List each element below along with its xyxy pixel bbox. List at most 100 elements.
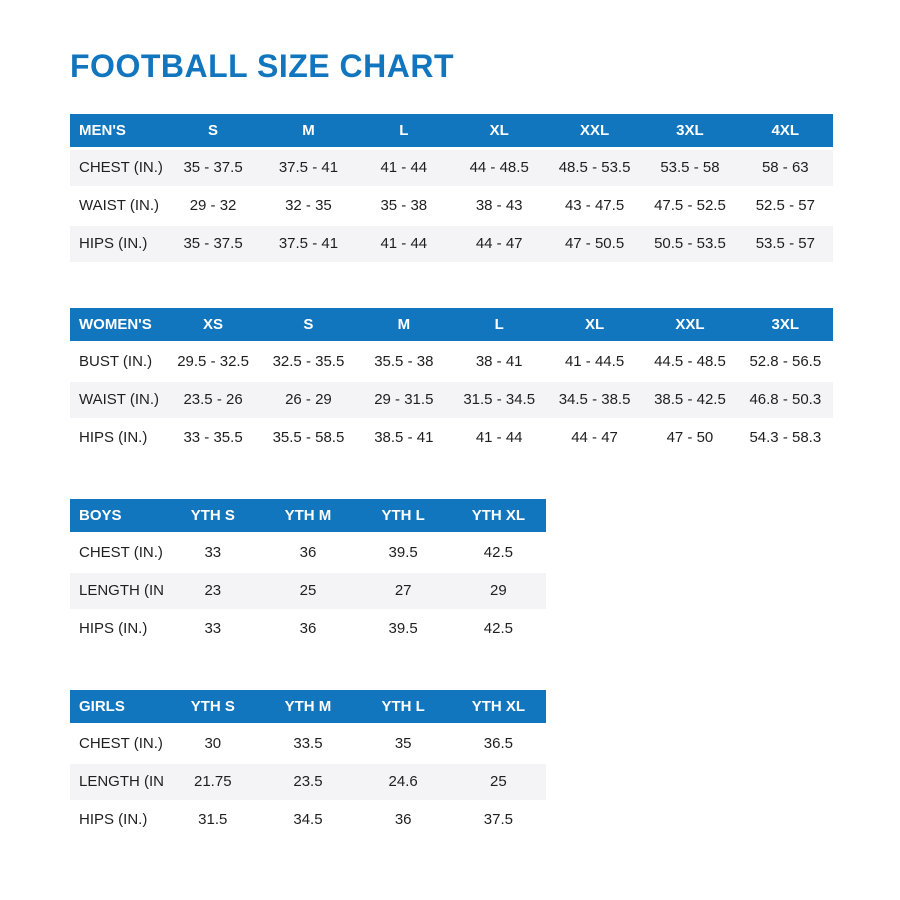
- cell-value: 48.5 - 53.5: [546, 148, 643, 188]
- cell-value: 44 - 47: [451, 224, 547, 264]
- cell-value: 29.5 - 32.5: [165, 342, 261, 382]
- cell-value: 53.5 - 57: [737, 224, 833, 264]
- cell-value: 35 - 38: [356, 186, 452, 226]
- cell-value: 33: [165, 533, 261, 573]
- row-label: LENGTH (IN.): [70, 571, 166, 611]
- girls-header-group-label: GIRLS: [70, 689, 166, 726]
- girls-header-size-yth-m: YTH M: [260, 689, 356, 726]
- womens-size-table: WOMEN'S XS S M L XL XXL 3XL BUST (IN.) 2…: [70, 307, 833, 458]
- page-title: FOOTBALL SIZE CHART: [70, 48, 454, 84]
- cell-value: 34.5: [260, 800, 356, 840]
- mens-size-table: MEN'S S M L XL XXL 3XL 4XL CHEST (IN.) 3…: [70, 113, 833, 264]
- cell-value: 35.5 - 38: [356, 342, 452, 382]
- cell-value: 29: [450, 571, 546, 611]
- womens-header-size-xs: XS: [165, 307, 261, 344]
- cell-value: 33 - 35.5: [165, 418, 261, 458]
- cell-value: 31.5 - 34.5: [451, 380, 547, 420]
- cell-value: 30: [165, 724, 261, 764]
- cell-value: 41 - 44: [451, 418, 547, 458]
- boys-header-row: BOYS YTH S YTH M YTH L YTH XL: [70, 498, 546, 535]
- mens-header-size-xxl: XXL: [546, 113, 643, 150]
- womens-header-group-label: WOMEN'S: [70, 307, 166, 344]
- womens-header-row: WOMEN'S XS S M L XL XXL 3XL: [70, 307, 833, 344]
- cell-value: 52.5 - 57: [737, 186, 833, 226]
- boys-size-table: BOYS YTH S YTH M YTH L YTH XL CHEST (IN.…: [70, 498, 546, 649]
- womens-header-size-s: S: [260, 307, 357, 344]
- boys-header-size-yth-xl: YTH XL: [450, 498, 546, 535]
- cell-value: 47 - 50: [642, 418, 738, 458]
- girls-length-row: LENGTH (IN.) 21.75 23.5 24.6 25: [70, 762, 546, 802]
- girls-header-size-yth-s: YTH S: [165, 689, 261, 726]
- cell-value: 36: [260, 609, 356, 649]
- cell-value: 52.8 - 56.5: [737, 342, 833, 382]
- mens-waist-row: WAIST (IN.) 29 - 32 32 - 35 35 - 38 38 -…: [70, 186, 833, 226]
- mens-chest-row: CHEST (IN.) 35 - 37.5 37.5 - 41 41 - 44 …: [70, 148, 833, 188]
- girls-size-table: GIRLS YTH S YTH M YTH L YTH XL CHEST (IN…: [70, 689, 546, 840]
- cell-value: 47 - 50.5: [546, 224, 643, 264]
- cell-value: 42.5: [450, 609, 546, 649]
- cell-value: 50.5 - 53.5: [642, 224, 738, 264]
- cell-value: 58 - 63: [737, 148, 833, 188]
- mens-header-size-4xl: 4XL: [737, 113, 833, 150]
- row-label: CHEST (IN.): [70, 724, 166, 764]
- boys-header-size-yth-s: YTH S: [165, 498, 261, 535]
- row-label: CHEST (IN.): [70, 533, 166, 573]
- cell-value: 38.5 - 41: [356, 418, 452, 458]
- cell-value: 25: [260, 571, 356, 611]
- row-label: HIPS (IN.): [70, 609, 166, 649]
- row-label: WAIST (IN.): [70, 186, 166, 226]
- cell-value: 33.5: [260, 724, 356, 764]
- cell-value: 43 - 47.5: [546, 186, 643, 226]
- cell-value: 35.5 - 58.5: [260, 418, 357, 458]
- cell-value: 46.8 - 50.3: [737, 380, 833, 420]
- mens-header-size-xl: XL: [451, 113, 547, 150]
- boys-length-row: LENGTH (IN.) 23 25 27 29: [70, 571, 546, 611]
- cell-value: 41 - 44.5: [546, 342, 643, 382]
- mens-hips-row: HIPS (IN.) 35 - 37.5 37.5 - 41 41 - 44 4…: [70, 224, 833, 264]
- cell-value: 38.5 - 42.5: [642, 380, 738, 420]
- girls-header-size-yth-xl: YTH XL: [450, 689, 546, 726]
- cell-value: 36: [260, 533, 356, 573]
- mens-header-size-3xl: 3XL: [642, 113, 738, 150]
- cell-value: 27: [355, 571, 451, 611]
- cell-value: 35 - 37.5: [165, 224, 261, 264]
- cell-value: 25: [450, 762, 546, 802]
- cell-value: 36.5: [450, 724, 546, 764]
- row-label: CHEST (IN.): [70, 148, 166, 188]
- row-label: HIPS (IN.): [70, 800, 166, 840]
- cell-value: 41 - 44: [356, 148, 452, 188]
- cell-value: 47.5 - 52.5: [642, 186, 738, 226]
- cell-value: 44 - 48.5: [451, 148, 547, 188]
- womens-header-size-xl: XL: [546, 307, 643, 344]
- cell-value: 44.5 - 48.5: [642, 342, 738, 382]
- boys-header-size-yth-m: YTH M: [260, 498, 356, 535]
- cell-value: 38 - 43: [451, 186, 547, 226]
- girls-header-row: GIRLS YTH S YTH M YTH L YTH XL: [70, 689, 546, 726]
- mens-header-size-l: L: [356, 113, 452, 150]
- boys-header-group-label: BOYS: [70, 498, 166, 535]
- mens-header-size-s: S: [165, 113, 261, 150]
- cell-value: 39.5: [355, 609, 451, 649]
- womens-waist-row: WAIST (IN.) 23.5 - 26 26 - 29 29 - 31.5 …: [70, 380, 833, 420]
- womens-header-size-l: L: [451, 307, 547, 344]
- cell-value: 24.6: [355, 762, 451, 802]
- womens-header-size-xxl: XXL: [642, 307, 738, 344]
- cell-value: 42.5: [450, 533, 546, 573]
- cell-value: 35 - 37.5: [165, 148, 261, 188]
- cell-value: 33: [165, 609, 261, 649]
- cell-value: 37.5 - 41: [260, 224, 357, 264]
- cell-value: 21.75: [165, 762, 261, 802]
- cell-value: 34.5 - 38.5: [546, 380, 643, 420]
- mens-header-row: MEN'S S M L XL XXL 3XL 4XL: [70, 113, 833, 150]
- womens-header-size-3xl: 3XL: [737, 307, 833, 344]
- boys-chest-row: CHEST (IN.) 33 36 39.5 42.5: [70, 533, 546, 573]
- cell-value: 23.5 - 26: [165, 380, 261, 420]
- row-label: HIPS (IN.): [70, 418, 166, 458]
- cell-value: 32 - 35: [260, 186, 357, 226]
- cell-value: 37.5: [450, 800, 546, 840]
- girls-header-size-yth-l: YTH L: [355, 689, 451, 726]
- cell-value: 38 - 41: [451, 342, 547, 382]
- row-label: BUST (IN.): [70, 342, 166, 382]
- boys-header-size-yth-l: YTH L: [355, 498, 451, 535]
- cell-value: 29 - 32: [165, 186, 261, 226]
